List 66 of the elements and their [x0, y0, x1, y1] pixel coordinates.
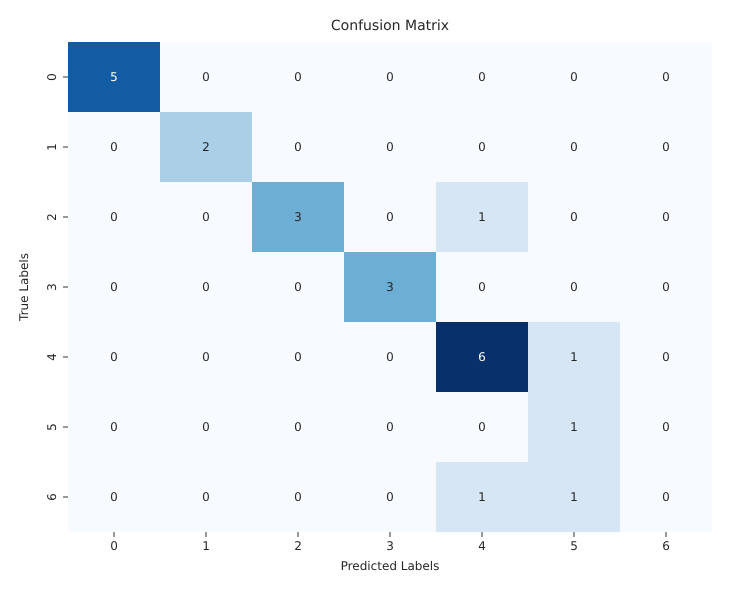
- data-label: 0: [386, 210, 394, 224]
- y-tick-label: 5: [45, 423, 59, 431]
- data-label: 6: [478, 350, 486, 364]
- data-label: 0: [294, 140, 302, 154]
- data-label: 0: [202, 70, 210, 84]
- data-label: 0: [294, 70, 302, 84]
- data-label: 0: [110, 420, 118, 434]
- y-tick-label: 2: [45, 213, 59, 221]
- data-label: 0: [478, 280, 486, 294]
- x-axis-title: Predicted Labels: [340, 559, 440, 573]
- data-label: 0: [110, 280, 118, 294]
- x-tick-label: 4: [478, 539, 486, 553]
- data-label: 0: [294, 420, 302, 434]
- data-label: 0: [478, 140, 486, 154]
- y-axis-title: True Labels: [17, 253, 31, 322]
- data-label: 3: [294, 210, 302, 224]
- data-label: 0: [478, 70, 486, 84]
- x-tick-label: 5: [570, 539, 578, 553]
- x-tick-label: 2: [294, 539, 302, 553]
- data-label: 0: [202, 210, 210, 224]
- data-label: 2: [202, 140, 210, 154]
- data-label: 0: [386, 350, 394, 364]
- data-label: 0: [386, 70, 394, 84]
- x-tick-label: 6: [662, 539, 670, 553]
- data-label: 0: [110, 140, 118, 154]
- x-tick-label: 3: [386, 539, 394, 553]
- data-label: 0: [294, 280, 302, 294]
- data-label: 0: [662, 490, 670, 504]
- y-tick-label: 3: [45, 283, 59, 291]
- data-label: 0: [202, 490, 210, 504]
- y-tick-label: 6: [45, 493, 59, 501]
- data-label: 1: [478, 490, 486, 504]
- data-label: 0: [570, 280, 578, 294]
- data-label: 1: [570, 420, 578, 434]
- data-label: 0: [570, 70, 578, 84]
- data-label: 0: [478, 420, 486, 434]
- y-tick-label: 0: [45, 73, 59, 81]
- data-label: 0: [294, 490, 302, 504]
- data-label: 0: [570, 140, 578, 154]
- data-label: 0: [202, 280, 210, 294]
- y-tick-label: 4: [45, 353, 59, 361]
- x-tick-label: 0: [110, 539, 118, 553]
- data-label: 0: [570, 210, 578, 224]
- data-label: 0: [202, 420, 210, 434]
- y-tick-label: 1: [45, 143, 59, 151]
- data-label: 0: [110, 490, 118, 504]
- data-label: 5: [110, 70, 118, 84]
- data-label: 1: [570, 350, 578, 364]
- chart-title: Confusion Matrix: [330, 18, 450, 34]
- data-label: 0: [662, 420, 670, 434]
- data-label: 0: [662, 70, 670, 84]
- data-label: 0: [294, 350, 302, 364]
- data-label: 0: [110, 350, 118, 364]
- data-label: 0: [386, 490, 394, 504]
- data-label: 0: [386, 140, 394, 154]
- data-label: 0: [662, 280, 670, 294]
- data-label: 0: [662, 350, 670, 364]
- data-label: 0: [386, 420, 394, 434]
- data-label: 0: [662, 140, 670, 154]
- data-label: 0: [662, 210, 670, 224]
- data-label: 1: [478, 210, 486, 224]
- data-label: 0: [110, 210, 118, 224]
- data-label: 0: [202, 350, 210, 364]
- data-label: 3: [386, 280, 394, 294]
- data-label: 1: [570, 490, 578, 504]
- x-tick-label: 1: [202, 539, 210, 553]
